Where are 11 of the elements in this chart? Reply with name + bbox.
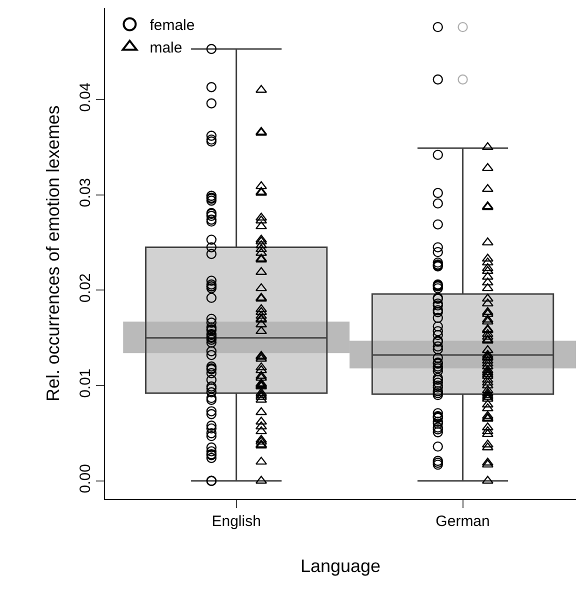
y-axis-title: Rel. occurrences of emotion lexemes xyxy=(43,105,64,402)
y-tick-label: 0.04 xyxy=(77,82,94,112)
x-tick-label: German xyxy=(436,513,490,530)
y-tick-label: 0.03 xyxy=(77,178,94,208)
legend-label: female xyxy=(150,17,195,34)
y-tick-label: 0.02 xyxy=(77,273,94,303)
x-axis-title: Language xyxy=(300,556,381,576)
y-tick-label: 0.00 xyxy=(77,464,94,494)
x-tick-label: English xyxy=(212,513,261,530)
legend-label: male xyxy=(150,40,182,57)
y-tick-label: 0.01 xyxy=(77,368,94,398)
